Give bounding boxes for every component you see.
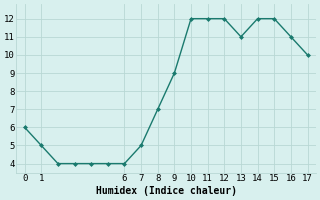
X-axis label: Humidex (Indice chaleur): Humidex (Indice chaleur)	[96, 186, 236, 196]
